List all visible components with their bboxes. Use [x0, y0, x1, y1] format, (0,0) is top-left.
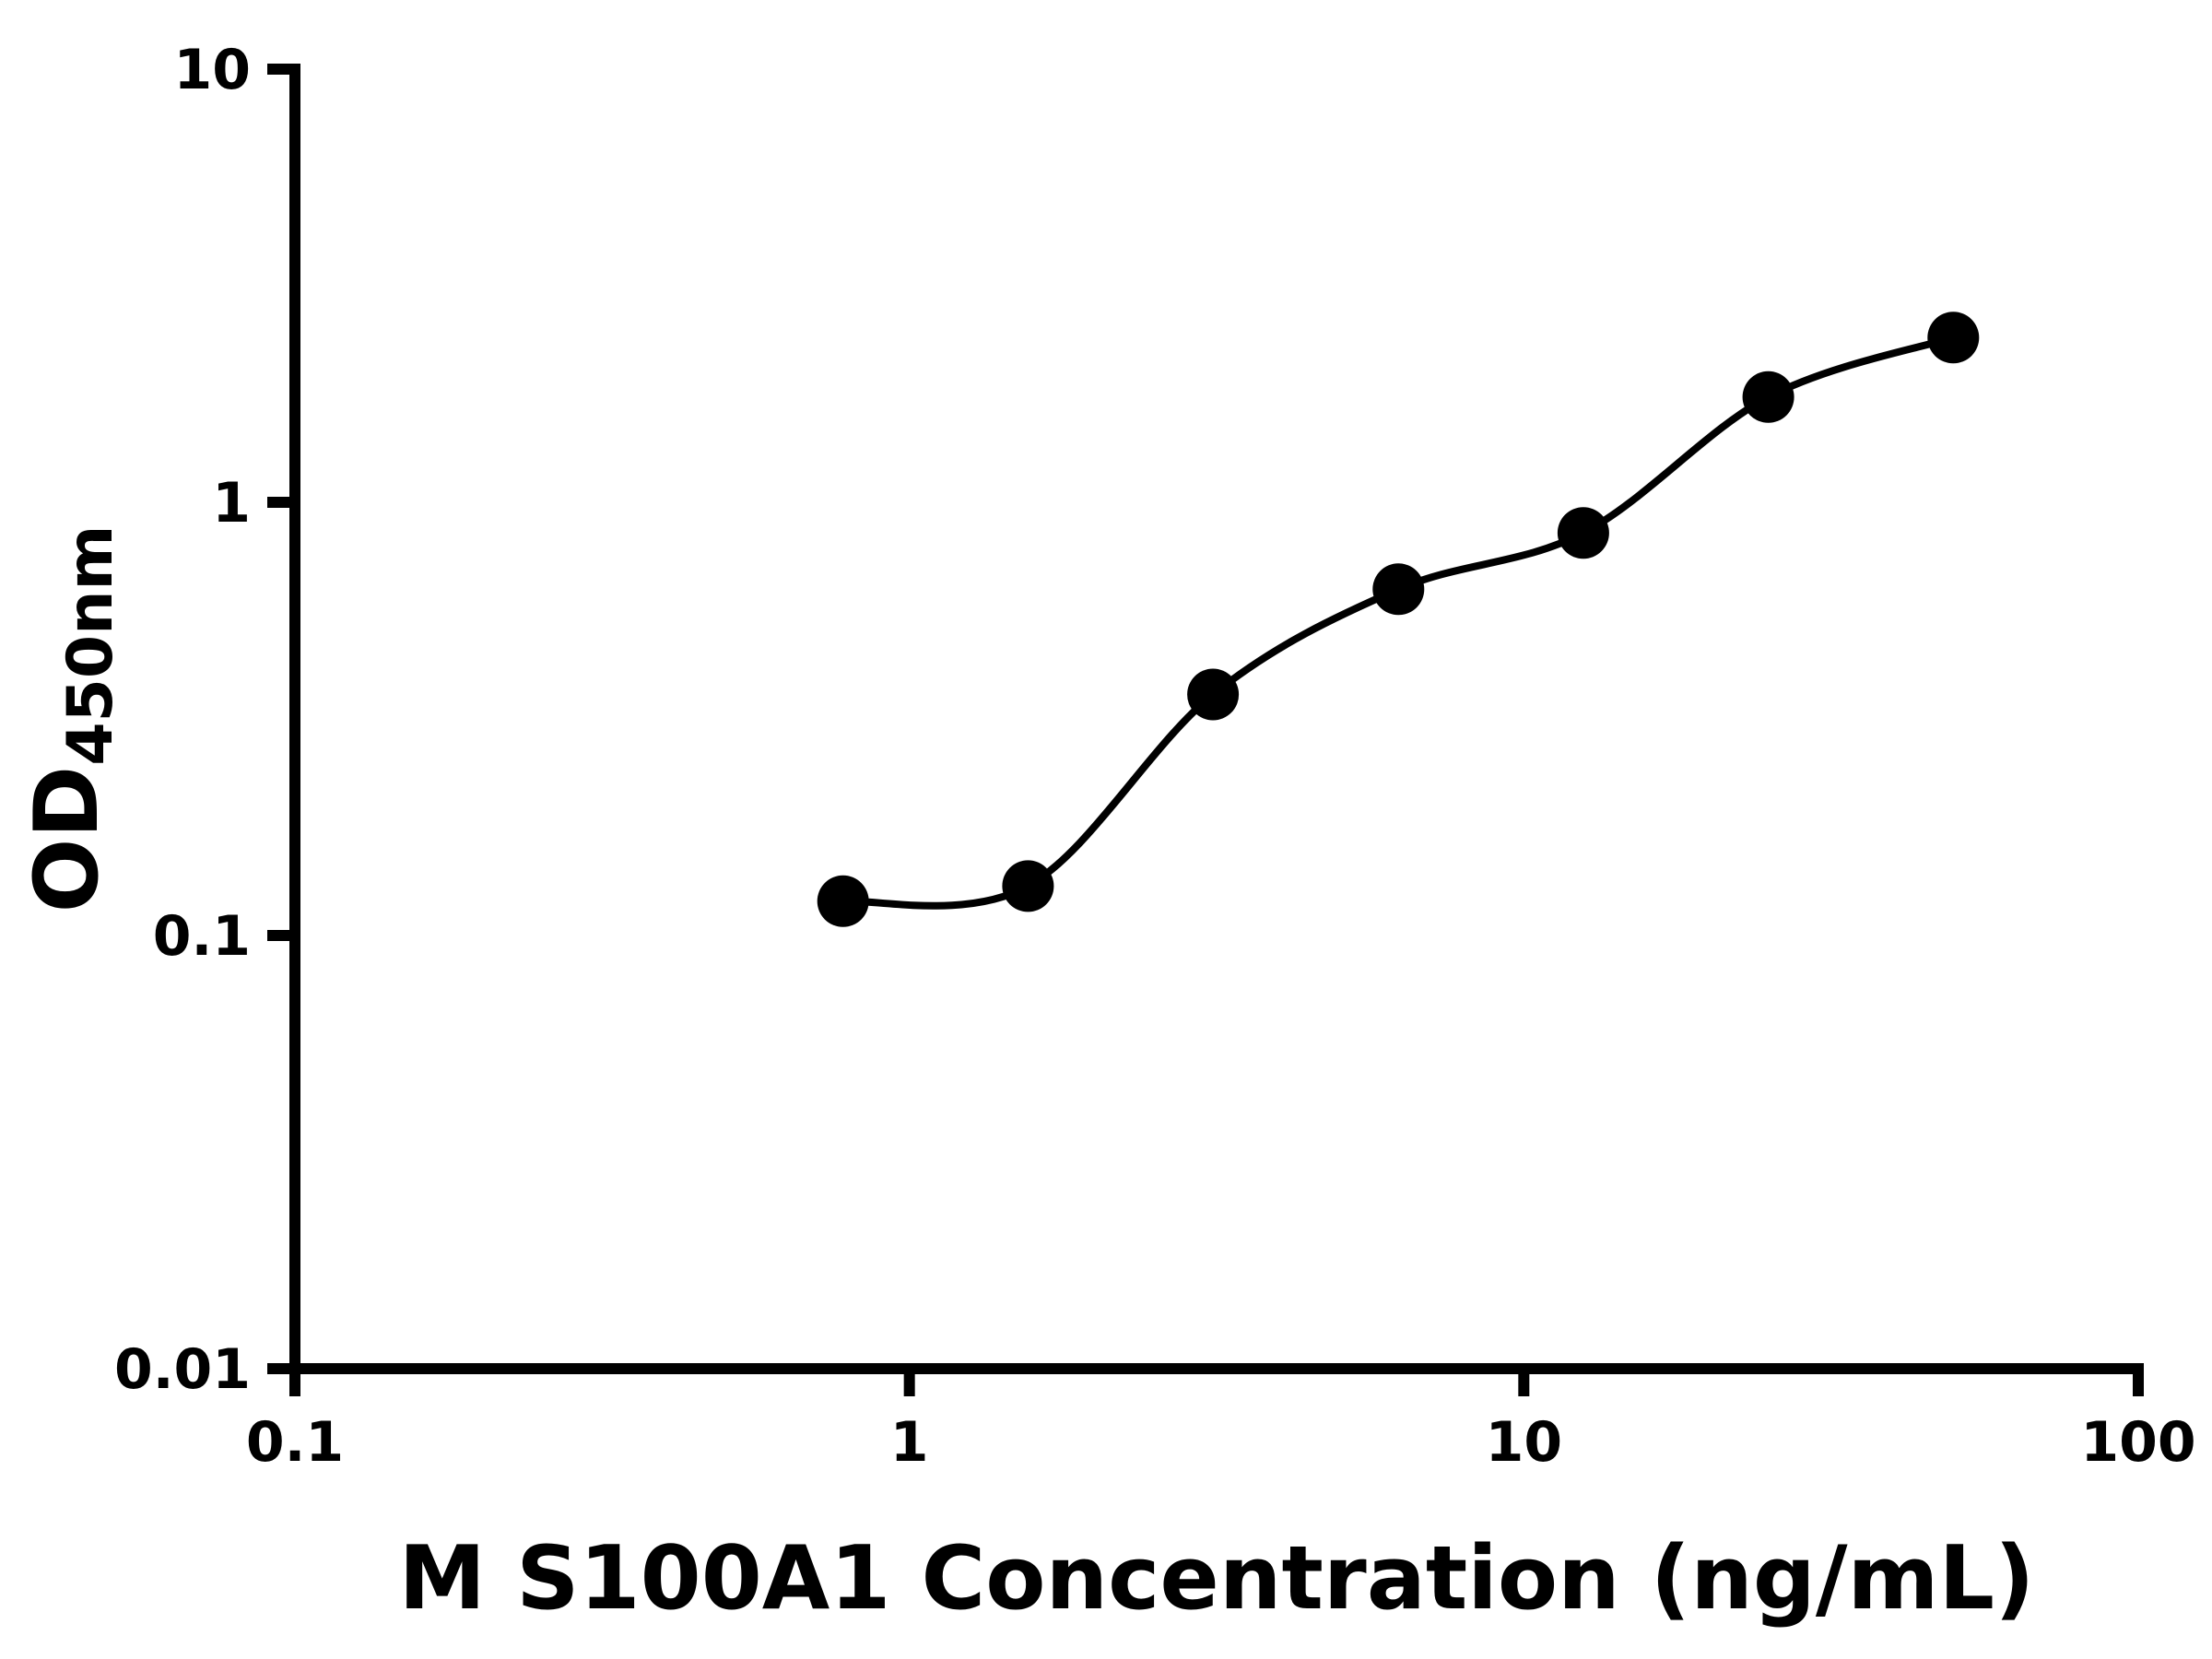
data-point	[1002, 860, 1054, 912]
y-axis-title: OD450nm	[17, 525, 127, 913]
x-tick-label: 100	[2080, 1410, 2195, 1475]
y-tick-label: 1	[212, 471, 251, 535]
x-tick-label: 1	[890, 1410, 929, 1475]
x-axis-ticks: 0.1 1 10 100	[246, 1369, 2196, 1475]
data-point	[1372, 563, 1425, 616]
data-points	[817, 312, 1980, 927]
y-axis-ticks: 0.01 0.1 1 10	[114, 38, 295, 1402]
fit-curve	[842, 334, 1955, 910]
y-tick-label: 0.01	[114, 1337, 251, 1402]
y-axis-title-sub: 450nm	[54, 525, 127, 766]
y-axis-title-main: OD	[17, 766, 118, 913]
x-tick-label: 10	[1486, 1410, 1563, 1475]
data-point	[1557, 507, 1609, 559]
y-tick-label: 0.1	[153, 904, 251, 969]
data-point	[1742, 371, 1794, 423]
y-tick-label: 10	[174, 38, 252, 102]
data-point	[1187, 668, 1240, 721]
data-point	[1927, 312, 1980, 364]
data-point	[817, 875, 869, 927]
x-tick-label: 0.1	[246, 1410, 344, 1475]
x-axis-title: M S100A1 Concentration (ng/mL)	[398, 1528, 2034, 1630]
